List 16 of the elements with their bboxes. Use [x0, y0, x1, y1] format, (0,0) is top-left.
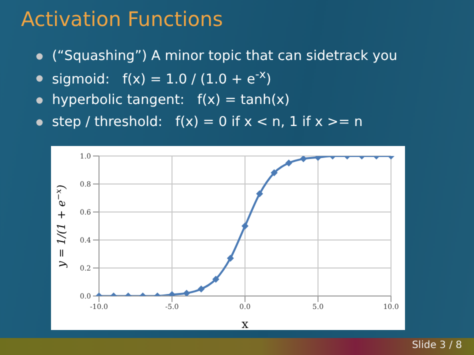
text: sigmoid: f(x) = 1.0 / (1.0 + e$^{-x}$)	[52, 68, 272, 88]
point	[226, 254, 234, 262]
point	[183, 290, 190, 296]
point	[285, 160, 292, 166]
point	[270, 169, 278, 176]
chart-title: Activation Functions	[21, 7, 223, 31]
point	[212, 276, 220, 283]
point	[242, 222, 248, 230]
x-axis-title: x	[242, 317, 249, 331]
point	[300, 156, 307, 162]
point	[198, 286, 205, 292]
text: (“Squashing”) A minor topic that can sidetrack you	[52, 48, 398, 64]
text: Slide 3 / 8	[412, 340, 462, 351]
text: hyperbolic tangent: f(x) = tanh(x)	[52, 92, 290, 108]
point	[256, 190, 264, 198]
text: step / threshold: f(x) = 0 if x < n, 1 if x >= n	[52, 114, 363, 130]
